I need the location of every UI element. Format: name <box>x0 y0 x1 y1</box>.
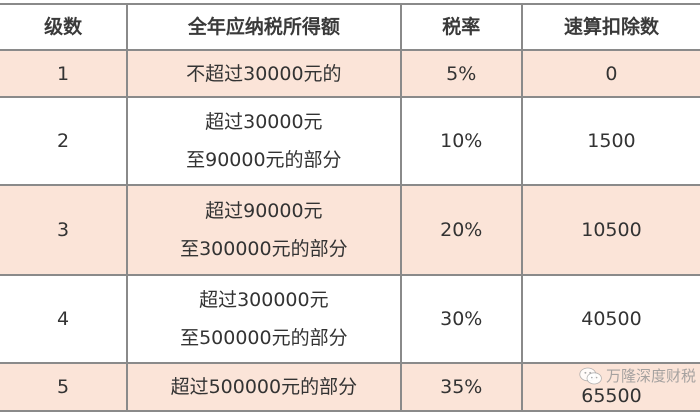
income-cell: 超过500000元的部分 <box>126 362 402 412</box>
deduction-cell: 1500 <box>520 96 700 186</box>
income-line: 超过300000元 <box>199 289 329 311</box>
watermark-text: 万隆深度财税 <box>605 367 696 385</box>
table-row: 2 超过30000元 至90000元的部分 10% 1500 <box>0 96 700 186</box>
rate-cell: 10% <box>399 96 523 186</box>
header-level: 级数 <box>0 3 129 51</box>
income-line: 不超过30000元的 <box>186 62 342 85</box>
header-income: 全年应纳税所得额 <box>126 3 402 51</box>
wechat-icon <box>579 367 602 385</box>
income-cell: 不超过30000元的 <box>126 49 402 98</box>
income-cell: 超过300000元 至500000元的部分 <box>126 274 402 364</box>
header-rate: 税率 <box>399 3 523 51</box>
tax-rate-table: 级数 全年应纳税所得额 税率 速算扣除数 1 不超过30000元的 5% 0 2… <box>0 3 700 412</box>
income-cell: 超过90000元至300000元的部分 <box>126 184 402 276</box>
income-line: 超过90000元 <box>205 200 323 222</box>
rate-cell: 20% <box>399 184 523 276</box>
level-cell: 4 <box>0 274 129 364</box>
level-cell: 1 <box>0 49 129 98</box>
rate-cell: 35% <box>399 362 523 412</box>
table-header-row: 级数 全年应纳税所得额 税率 速算扣除数 <box>0 3 700 51</box>
rate-cell: 30% <box>399 274 523 364</box>
deduction-cell: 万隆深度财税 65500 <box>520 362 700 412</box>
table-row: 4 超过300000元 至500000元的部分 30% 40500 <box>0 274 700 364</box>
header-deduction: 速算扣除数 <box>520 3 700 51</box>
level-cell: 2 <box>0 96 129 186</box>
table-row: 1 不超过30000元的 5% 0 <box>0 49 700 98</box>
rate-cell: 5% <box>399 49 523 98</box>
income-line: 至90000元的部分 <box>186 149 342 171</box>
income-cell: 超过30000元 至90000元的部分 <box>126 96 402 186</box>
income-line: 至500000元的部分 <box>180 327 348 349</box>
income-line: 超过30000元 <box>205 111 323 133</box>
income-line: 超过500000元的部分 <box>170 376 358 398</box>
table-row: 5 超过500000元的部分 35% 万隆深度财税 65500 <box>0 362 700 412</box>
deduction-value: 65500 <box>581 385 642 407</box>
level-cell: 3 <box>0 184 129 276</box>
deduction-cell: 0 <box>520 49 700 98</box>
deduction-cell: 40500 <box>520 274 700 364</box>
table-row: 3 超过90000元至300000元的部分 20% 10500 <box>0 184 700 276</box>
income-line: 至300000元的部分 <box>180 238 348 260</box>
watermark: 万隆深度财税 <box>523 367 700 385</box>
deduction-cell: 10500 <box>520 184 700 276</box>
level-cell: 5 <box>0 362 129 412</box>
